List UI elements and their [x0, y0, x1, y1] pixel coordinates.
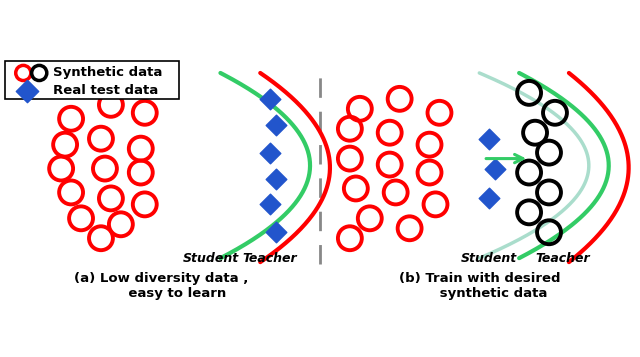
Point — [271, 230, 282, 235]
Text: Student: Student — [182, 252, 239, 265]
Text: Student: Student — [461, 252, 517, 265]
Text: (b) Train with desired
      synthetic data: (b) Train with desired synthetic data — [399, 272, 560, 300]
Point — [265, 202, 275, 207]
Text: Real test data: Real test data — [53, 84, 159, 97]
Text: Synthetic data: Synthetic data — [53, 66, 163, 80]
Text: Teacher: Teacher — [243, 252, 298, 265]
Point — [271, 122, 282, 127]
Text: Teacher: Teacher — [536, 252, 590, 265]
Text: (a) Low diversity data ,
       easy to learn: (a) Low diversity data , easy to learn — [74, 272, 248, 300]
Point — [265, 150, 275, 155]
Point — [22, 88, 33, 94]
Point — [484, 136, 494, 141]
Point — [265, 96, 275, 102]
FancyBboxPatch shape — [5, 61, 179, 99]
Point — [484, 196, 494, 201]
Point — [271, 176, 282, 181]
Point — [490, 166, 500, 171]
